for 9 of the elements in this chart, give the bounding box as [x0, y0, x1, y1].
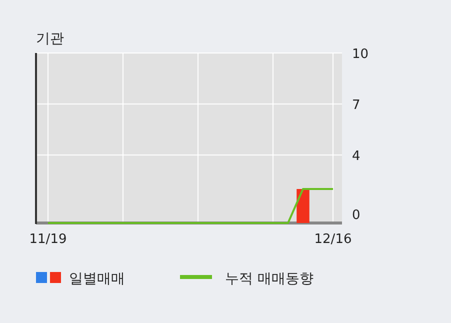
y-tick-label: 4: [352, 149, 360, 164]
y-tick-label: 0: [352, 208, 360, 223]
legend-label: 누적 매매동향: [225, 271, 314, 287]
legend-label: 일별매매: [69, 271, 125, 287]
y-tick-label: 10: [352, 47, 369, 62]
x-tick-label: 12/16: [314, 232, 352, 247]
x-tick-label: 11/19: [29, 232, 67, 247]
y-tick-label: 7: [352, 98, 360, 113]
chart-title: 기관: [36, 31, 64, 47]
